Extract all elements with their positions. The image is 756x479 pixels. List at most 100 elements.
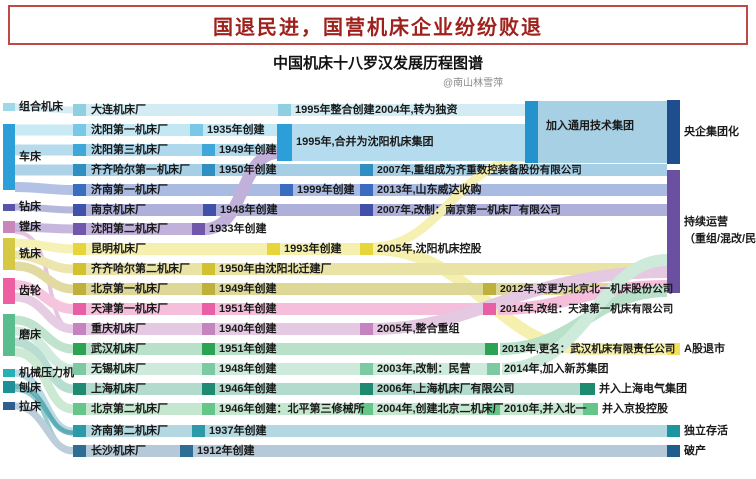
category-label: 钻床 <box>19 201 41 213</box>
event-label: 1995年整合创建 <box>295 104 375 116</box>
company-node <box>73 323 86 335</box>
stream <box>14 238 74 254</box>
author-credit: @南山林雪萍 <box>443 78 504 89</box>
flow-band <box>86 164 667 176</box>
event-label: 1999年创建 <box>297 184 355 196</box>
event-node <box>202 363 215 375</box>
event-node <box>202 164 215 176</box>
terminal-label-delisted: A股退市 <box>684 343 725 355</box>
flow-band <box>86 223 205 235</box>
terminal-label-bankrupt: 破产 <box>684 445 706 457</box>
event-node <box>360 363 373 375</box>
flow-band <box>86 124 277 136</box>
stream <box>14 402 74 455</box>
company-node <box>73 363 86 375</box>
company-node <box>73 223 86 235</box>
event-label: 2014年,加入新苏集团 <box>504 363 609 375</box>
company-node <box>73 403 86 415</box>
join-group-label: 加入通用技术集团 <box>546 120 634 132</box>
company-label: 长沙机床厂 <box>91 445 146 457</box>
event-label: 1948年创建 <box>220 204 278 216</box>
event-node <box>203 204 216 216</box>
event-label: 1935年创建 <box>207 124 265 136</box>
event-label: 1949年创建 <box>219 283 277 295</box>
company-label: 齐齐哈尔第一机床厂 <box>91 164 190 176</box>
category-label: 拉床 <box>19 401 41 413</box>
category-node <box>3 278 15 304</box>
category-node <box>3 369 15 377</box>
company-node <box>73 164 86 176</box>
stream <box>14 347 74 414</box>
category-node <box>3 402 15 410</box>
event-node <box>192 223 205 235</box>
stream <box>14 280 74 314</box>
stream <box>14 326 74 374</box>
company-label: 南京机床厂 <box>91 204 146 216</box>
event-node <box>360 243 373 255</box>
category-label: 组合机床 <box>19 101 63 113</box>
event-node <box>202 383 215 395</box>
join-group-node <box>525 101 538 163</box>
company-label: 齐齐哈尔第二机床厂 <box>91 263 190 275</box>
headline-text: 国退民进，国营机床企业纷纷败退 <box>213 16 543 39</box>
company-label: 天津第一机床厂 <box>91 303 168 315</box>
event-node <box>180 445 193 457</box>
company-node <box>73 144 86 156</box>
category-node <box>3 204 15 211</box>
category-node <box>3 314 15 356</box>
event-label: 1948年创建 <box>219 363 277 375</box>
category-label: 机械压力机 <box>19 367 74 379</box>
company-node <box>73 104 86 116</box>
merge-1995-label: 1995年,合并为沈阳机床集团 <box>296 136 434 148</box>
category-label: 车床 <box>19 151 41 163</box>
join-group-band <box>538 101 667 163</box>
terminal-label-soe: 央企集团化 <box>684 126 739 138</box>
event-label: 2013年,山东威达收购 <box>377 184 482 196</box>
flow-band <box>86 144 277 156</box>
event-label: 2004年,转为独资 <box>375 104 458 116</box>
event-node <box>483 283 496 295</box>
event-nodes <box>180 104 598 457</box>
company-node <box>73 124 86 136</box>
company-label: 沈阳第一机床厂 <box>91 124 168 136</box>
event-label: 并入上海电气集团 <box>599 383 687 395</box>
event-label: 2006年,上海机床厂有限公司 <box>377 383 515 395</box>
event-node <box>583 403 598 415</box>
headline-banner: 国退民进，国营机床企业纷纷败退 <box>8 5 748 45</box>
company-label: 沈阳第三机床厂 <box>91 144 168 156</box>
stream <box>14 383 74 436</box>
event-node <box>202 323 215 335</box>
company-node <box>73 283 86 295</box>
event-node <box>360 204 373 216</box>
event-node <box>280 184 293 196</box>
merge-1995-node <box>277 124 292 161</box>
company-label: 重庆机床厂 <box>91 323 146 335</box>
event-label: 1940年创建 <box>219 323 277 335</box>
company-node <box>73 425 86 437</box>
category-label: 镗床 <box>19 221 41 233</box>
merge-1995-band <box>292 124 525 161</box>
event-label: 并入京投控股 <box>602 403 668 415</box>
event-node <box>483 303 496 315</box>
stream <box>14 103 74 114</box>
terminal-label-operating-sub: （重组/混改/民营） <box>684 233 756 245</box>
event-node <box>360 383 373 395</box>
terminal-node-survive <box>667 425 680 437</box>
company-label: 上海机床厂 <box>91 383 146 395</box>
flow-curve <box>501 254 668 375</box>
event-node <box>278 104 291 116</box>
stream <box>14 337 74 394</box>
company-label: 无锡机床厂 <box>91 363 146 375</box>
stream <box>14 203 74 214</box>
terminal-nodes <box>667 100 680 457</box>
company-label: 昆明机床厂 <box>91 243 146 255</box>
event-label: 1949年创建 <box>219 144 277 156</box>
event-label: 2003年,改制：民营 <box>377 363 471 375</box>
flow-band <box>578 343 667 355</box>
event-label: 1993年创建 <box>284 243 342 255</box>
company-node <box>73 445 86 457</box>
event-label: 1950年创建 <box>219 164 277 176</box>
event-node <box>360 323 373 335</box>
terminal-node-bankrupt <box>667 445 680 457</box>
